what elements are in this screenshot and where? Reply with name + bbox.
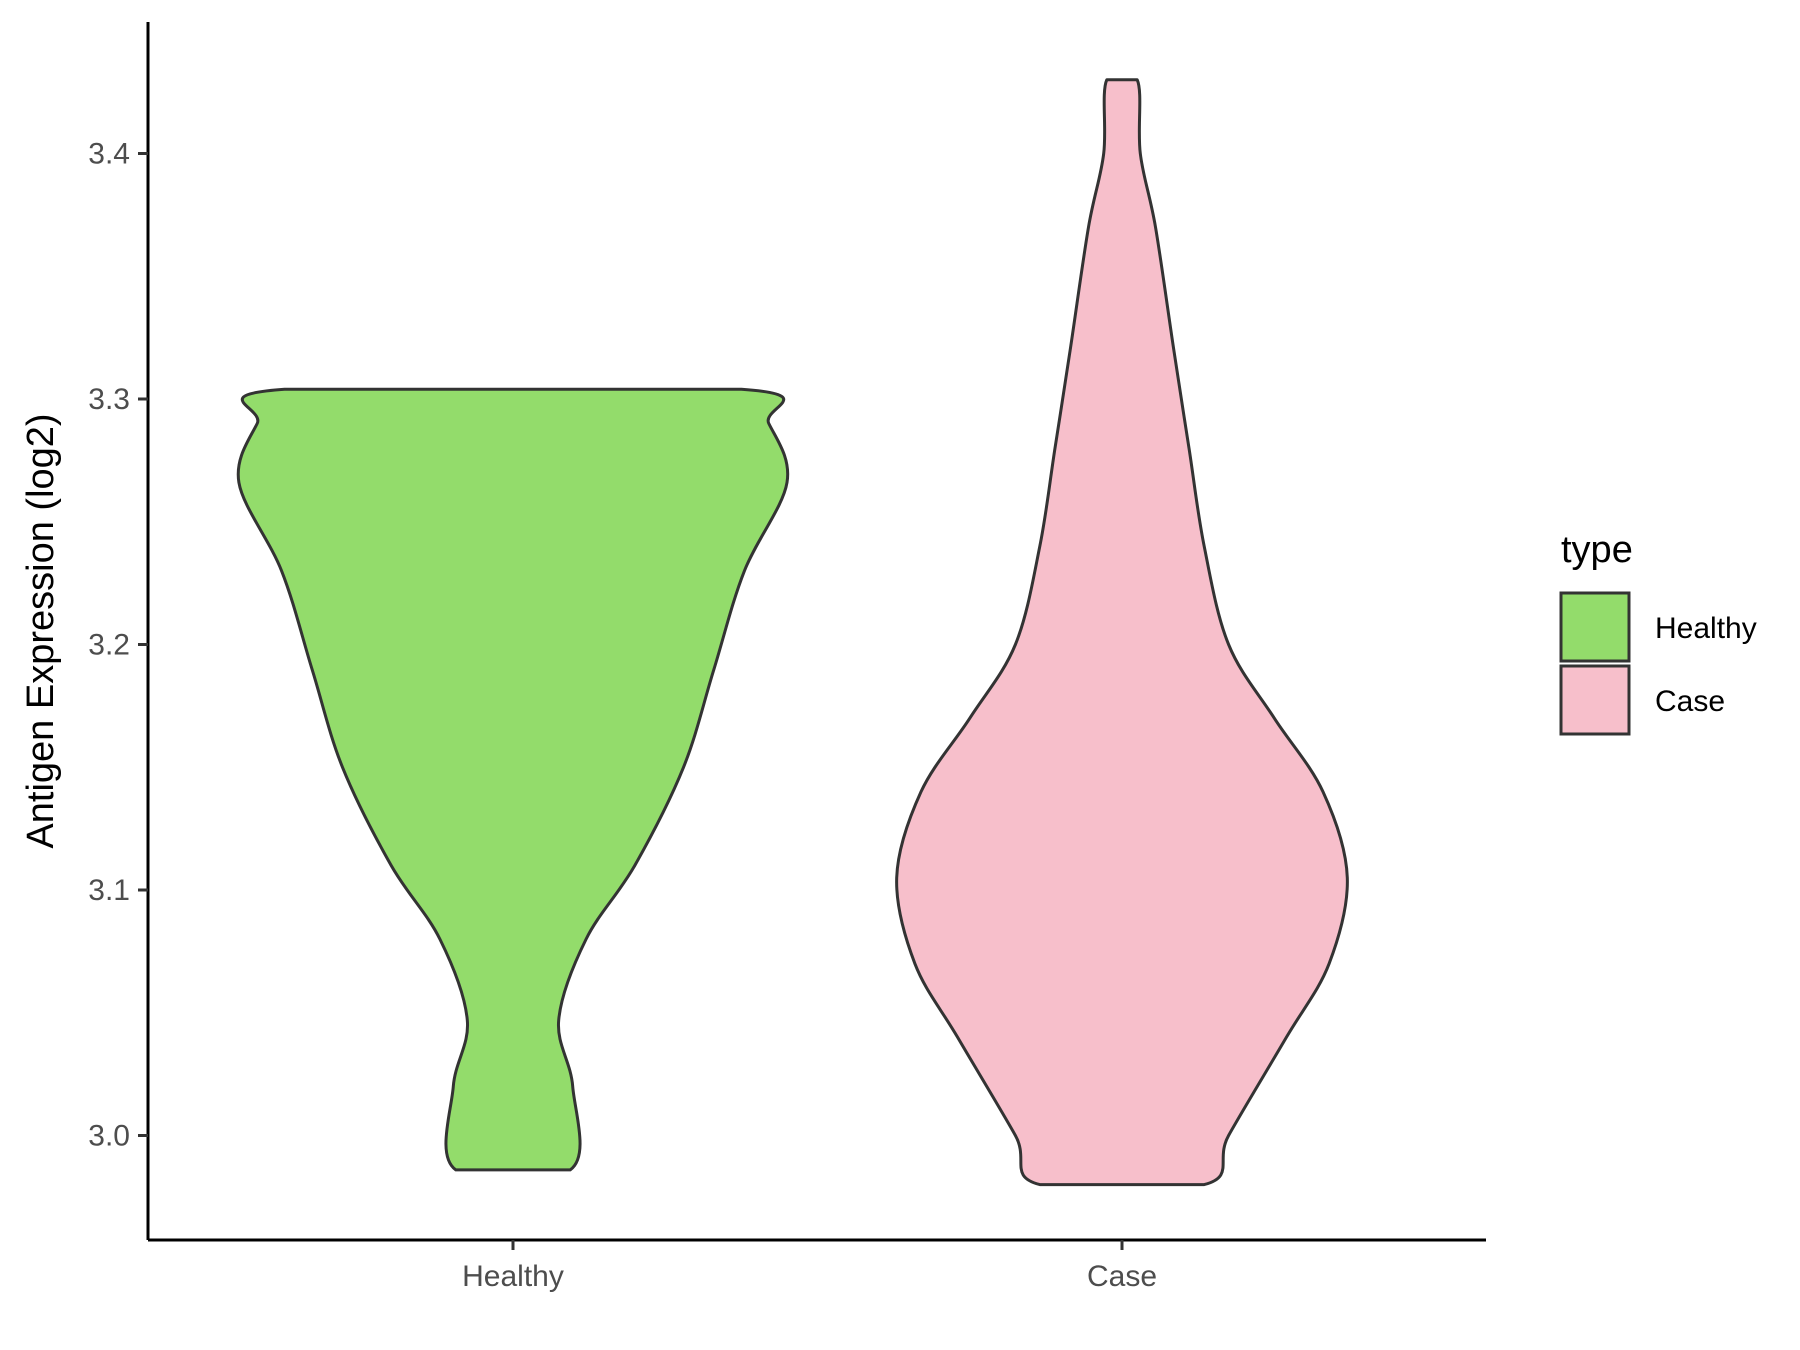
legend-label-case: Case — [1655, 685, 1725, 718]
violin-healthy — [236, 387, 790, 1172]
legend-title: type — [1561, 529, 1633, 571]
y-axis-title: Antigen Expression (log2) — [20, 413, 62, 848]
legend: type Healthy Case — [1559, 529, 1757, 736]
y-axis-ticks: 3.0 3.1 3.2 3.3 3.4 — [88, 138, 148, 1153]
x-axis-ticks: Healthy Case — [462, 1240, 1157, 1293]
y-tick-label: 3.1 — [88, 874, 130, 907]
y-tick-label: 3.0 — [88, 1120, 130, 1153]
legend-swatch-healthy — [1559, 591, 1631, 663]
x-tick-label: Case — [1087, 1260, 1157, 1293]
y-tick-label: 3.3 — [88, 383, 130, 416]
legend-swatch-case — [1559, 664, 1631, 736]
violin-case — [895, 78, 1349, 1187]
x-tick-label: Healthy — [462, 1260, 564, 1293]
legend-label-healthy: Healthy — [1655, 612, 1757, 645]
y-tick-label: 3.2 — [88, 629, 130, 662]
y-tick-label: 3.4 — [88, 138, 130, 171]
violin-layer — [236, 78, 1349, 1187]
